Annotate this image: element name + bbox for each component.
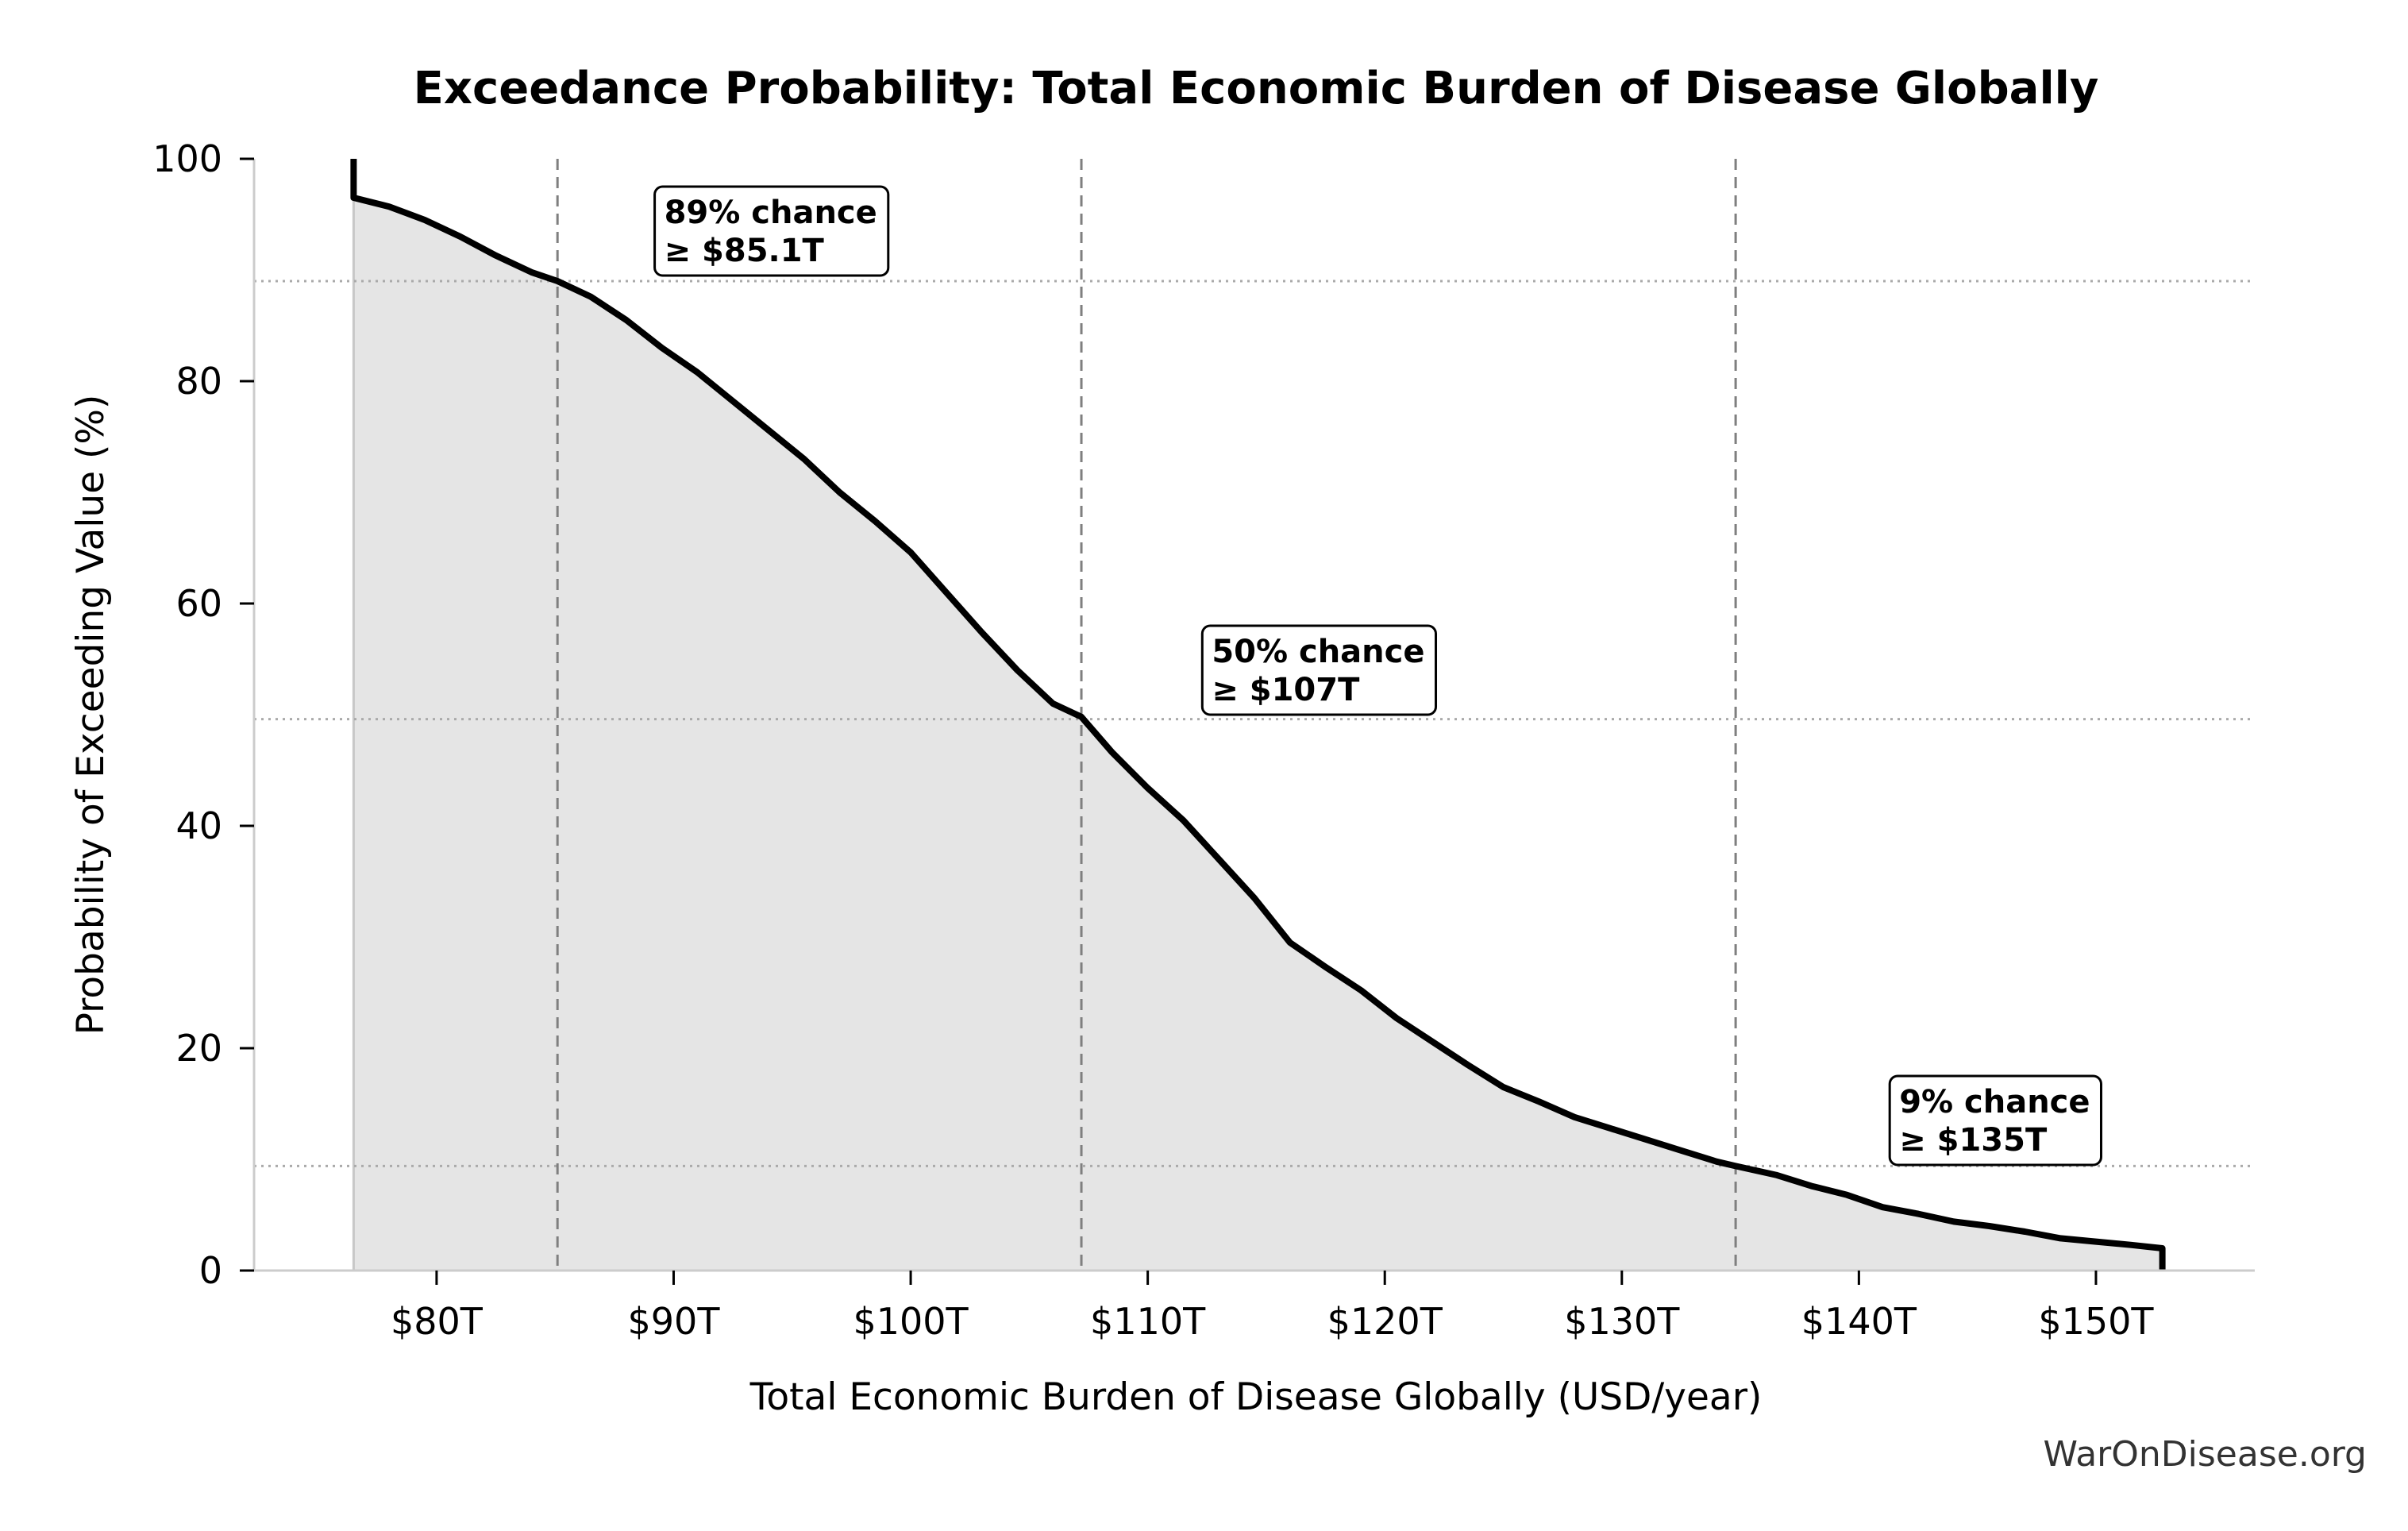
x-axis-label: Total Economic Burden of Disease Globall… xyxy=(749,1375,1763,1419)
annotation-line-2: ≥ $107T xyxy=(1212,672,1360,708)
annotation-line-2: ≥ $85.1T xyxy=(665,233,825,269)
credit-text: WarOnDisease.org xyxy=(2043,1434,2367,1475)
x-tick-label: $140T xyxy=(1801,1300,1917,1343)
x-tick-label: $150T xyxy=(2038,1300,2154,1343)
y-tick-label: 60 xyxy=(175,582,222,625)
x-tick-label: $90T xyxy=(628,1300,721,1343)
annotation-line-1: 50% chance xyxy=(1212,634,1424,670)
annotation-box-1 xyxy=(653,185,890,277)
x-tick-label: $100T xyxy=(853,1300,969,1343)
x-tick-label: $110T xyxy=(1090,1300,1206,1343)
exceedance-area xyxy=(353,159,2163,1271)
y-tick-label: 80 xyxy=(175,360,222,403)
annotation-line-1: 89% chance xyxy=(665,195,877,231)
y-tick-label: 20 xyxy=(175,1027,222,1070)
annotation-box-2 xyxy=(1200,624,1438,716)
x-tick-label: $120T xyxy=(1327,1300,1443,1343)
y-tick-label: 40 xyxy=(175,804,222,847)
annotation-box-3 xyxy=(1888,1074,2102,1167)
plot-area: 0 20 40 60 80 100 $80T $90T $100T $110T $120T $130T… xyxy=(152,137,2255,1343)
annotation-line-2: ≥ $135T xyxy=(1899,1122,2048,1159)
y-tick-label: 0 xyxy=(199,1249,222,1292)
exceedance-curve xyxy=(350,159,2166,1271)
y-tick-label: 100 xyxy=(152,137,222,180)
x-tick-label: $80T xyxy=(391,1300,484,1343)
annotation-line-1: 9% chance xyxy=(1899,1084,2090,1120)
x-tick-label: $130T xyxy=(1564,1300,1680,1343)
y-axis-label: Probability of Exceeding Value (%) xyxy=(69,395,113,1035)
chart-title: Exceedance Probability: Total Economic B… xyxy=(414,63,2099,114)
